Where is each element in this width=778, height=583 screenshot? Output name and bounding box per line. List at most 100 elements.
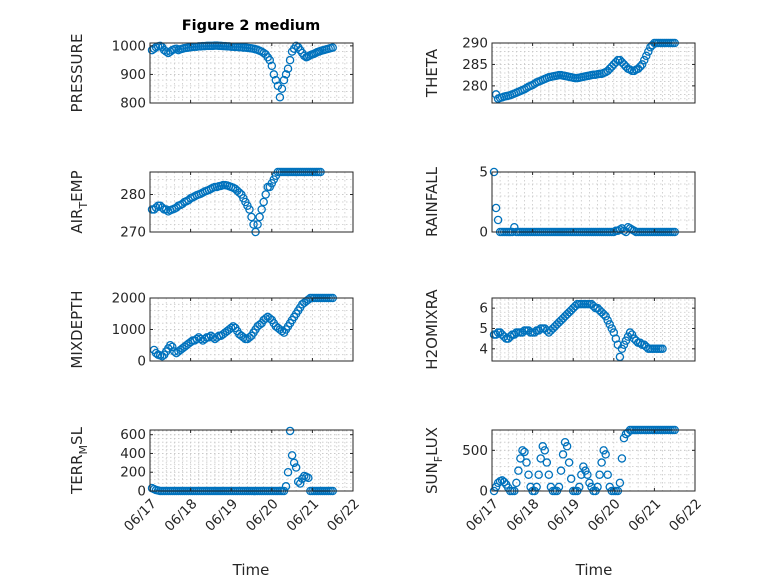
data-point bbox=[534, 470, 543, 479]
axes-box bbox=[491, 42, 696, 104]
x-axis-label-right: Time bbox=[575, 561, 613, 579]
data-point bbox=[621, 336, 631, 345]
data-point bbox=[611, 58, 621, 67]
panel-theta: 280 285 290 THETA bbox=[423, 36, 696, 104]
y-tick-label: 0 bbox=[479, 225, 488, 241]
y-tick-label: 0 bbox=[479, 484, 488, 500]
data-point bbox=[208, 333, 218, 342]
x-tick-label: 06/22 bbox=[666, 496, 705, 535]
data-point bbox=[579, 462, 588, 471]
data-point bbox=[540, 446, 550, 455]
data-point bbox=[601, 312, 610, 321]
data-point bbox=[267, 61, 277, 71]
y-tick-label: 800 bbox=[120, 96, 146, 112]
data-point bbox=[617, 344, 627, 354]
data-point bbox=[617, 454, 627, 463]
data-point bbox=[269, 70, 279, 79]
data-point bbox=[172, 44, 181, 53]
data-point bbox=[629, 66, 639, 76]
data-point bbox=[166, 340, 175, 350]
data-point bbox=[235, 188, 244, 197]
data-point bbox=[204, 333, 214, 342]
data-point bbox=[287, 451, 297, 460]
data-point bbox=[196, 334, 205, 344]
figure-title: Figure 2 medium bbox=[182, 18, 320, 34]
terr-msl-y-axis-label: TERRMSL bbox=[68, 426, 90, 495]
data-point bbox=[544, 470, 554, 479]
panel-pressure: 800 900 1000 PRESSURE bbox=[68, 34, 354, 112]
data-point bbox=[283, 467, 293, 477]
y-tick-label: 1000 bbox=[112, 322, 146, 338]
data-point bbox=[261, 190, 270, 199]
x-tick-label: 06/20 bbox=[585, 496, 624, 535]
data-point bbox=[512, 478, 521, 488]
axes-box bbox=[149, 429, 354, 492]
y-tick-label: 2000 bbox=[112, 291, 146, 307]
x-tick-label: 06/19 bbox=[202, 496, 241, 535]
data-point bbox=[295, 479, 305, 488]
data-point bbox=[291, 463, 301, 472]
data-point bbox=[281, 70, 291, 79]
x-tick-label: 06/18 bbox=[504, 496, 543, 535]
h2omixra-y-axis-label: H2OMIXRA bbox=[423, 289, 441, 370]
data-point bbox=[635, 338, 645, 347]
data-point bbox=[631, 336, 641, 345]
x-tick-label: 06/20 bbox=[243, 496, 282, 535]
data-point bbox=[556, 466, 566, 475]
rainfall-y-axis-label: RAINFALL bbox=[423, 166, 441, 237]
data-point bbox=[625, 328, 635, 337]
data-point bbox=[595, 470, 604, 479]
data-point bbox=[522, 458, 531, 467]
data-point bbox=[542, 458, 552, 467]
data-point bbox=[328, 43, 337, 52]
axes-box bbox=[149, 42, 354, 104]
x-tick-label: 06/21 bbox=[625, 496, 664, 535]
plot-area bbox=[492, 172, 695, 232]
data-point bbox=[605, 320, 614, 329]
data-point bbox=[514, 466, 523, 475]
data-point bbox=[560, 437, 570, 447]
data-point bbox=[261, 314, 270, 323]
data-point bbox=[581, 466, 590, 475]
data-point bbox=[583, 470, 592, 479]
data-point bbox=[275, 93, 285, 102]
y-tick-label: 4 bbox=[479, 341, 488, 357]
data-point bbox=[247, 212, 256, 222]
data-point bbox=[644, 47, 653, 56]
data-point bbox=[168, 342, 177, 352]
y-tick-label: 900 bbox=[120, 67, 146, 83]
data-point bbox=[157, 203, 167, 212]
data-point bbox=[249, 220, 258, 229]
data-point bbox=[255, 212, 264, 222]
data-point bbox=[538, 442, 548, 451]
data-point bbox=[277, 84, 287, 93]
data-point bbox=[658, 344, 667, 354]
data-point bbox=[615, 478, 625, 488]
axes-box bbox=[491, 297, 696, 362]
y-tick-label: 270 bbox=[120, 225, 146, 241]
x-tick-label: 06/17 bbox=[121, 496, 160, 535]
panel-rainfall: 0 5 RAINFALL bbox=[423, 165, 696, 241]
mixdepth-y-axis-label: MIXDEPTH bbox=[68, 290, 86, 368]
data-point bbox=[518, 446, 527, 455]
x-axis-label-left: Time bbox=[232, 561, 270, 579]
data-point bbox=[619, 340, 629, 349]
data-point bbox=[281, 482, 291, 491]
y-tick-label: 280 bbox=[462, 78, 488, 94]
y-tick-label: 285 bbox=[462, 57, 488, 73]
data-point bbox=[277, 326, 287, 336]
y-tick-label: 200 bbox=[120, 465, 146, 481]
data-point bbox=[265, 55, 275, 65]
x-tick-label: 06/17 bbox=[463, 496, 502, 535]
y-tick-label: 600 bbox=[120, 427, 146, 443]
x-tick-label: 06/22 bbox=[324, 496, 363, 535]
theta-y-axis-label: THETA bbox=[423, 48, 441, 98]
y-tick-label: 0 bbox=[137, 354, 146, 370]
data-point bbox=[536, 454, 545, 463]
data-point bbox=[499, 332, 509, 341]
y-tick-label: 400 bbox=[120, 446, 146, 462]
y-tick-label: 5 bbox=[479, 165, 488, 181]
data-point bbox=[566, 474, 576, 484]
y-tick-label: 6 bbox=[479, 301, 488, 317]
data-point bbox=[627, 330, 637, 339]
